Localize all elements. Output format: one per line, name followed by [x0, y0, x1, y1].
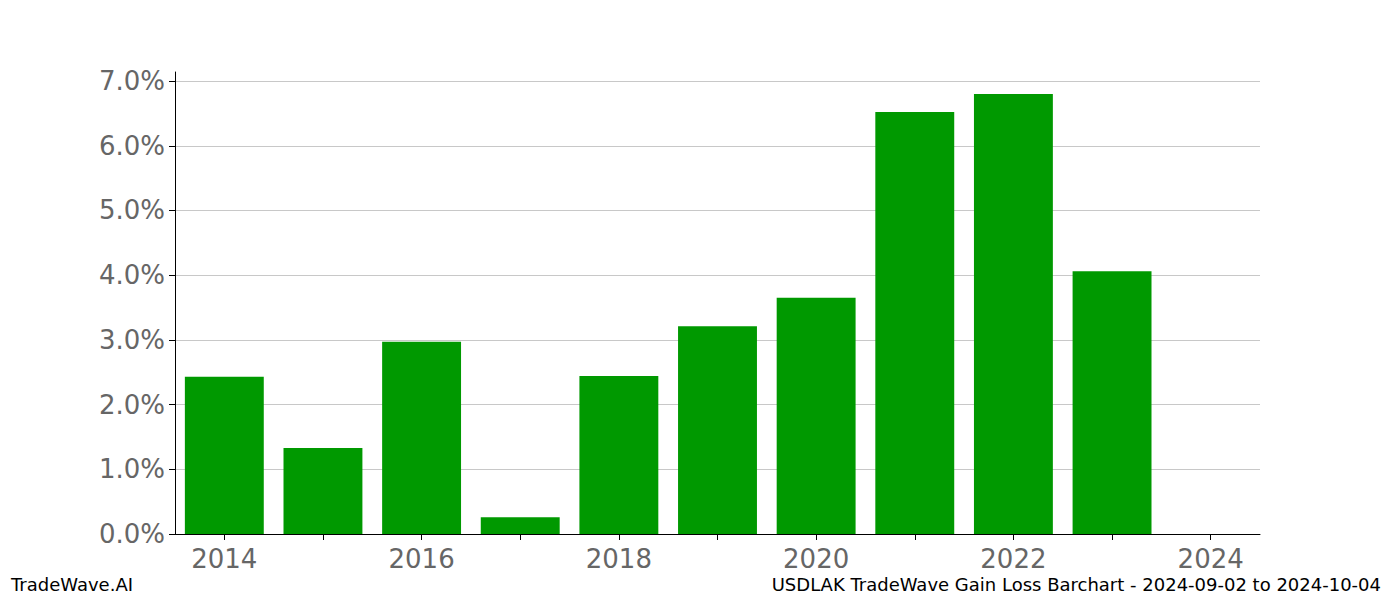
- svg-text:7.0%: 7.0%: [99, 66, 165, 96]
- svg-text:3.0%: 3.0%: [99, 325, 165, 355]
- svg-text:0.0%: 0.0%: [99, 519, 165, 549]
- svg-text:2.0%: 2.0%: [99, 390, 165, 420]
- svg-text:5.0%: 5.0%: [99, 195, 165, 225]
- svg-text:6.0%: 6.0%: [99, 131, 165, 161]
- svg-text:4.0%: 4.0%: [99, 260, 165, 290]
- svg-text:USDLAK TradeWave Gain Loss Bar: USDLAK TradeWave Gain Loss Barchart - 20…: [772, 574, 1381, 595]
- svg-text:2014: 2014: [191, 544, 257, 574]
- svg-text:1.0%: 1.0%: [99, 454, 165, 484]
- svg-text:2016: 2016: [389, 544, 455, 574]
- svg-text:2022: 2022: [980, 544, 1046, 574]
- svg-text:2024: 2024: [1178, 544, 1244, 574]
- svg-text:2018: 2018: [586, 544, 652, 574]
- svg-text:TradeWave.AI: TradeWave.AI: [10, 574, 133, 595]
- svg-text:2020: 2020: [783, 544, 849, 574]
